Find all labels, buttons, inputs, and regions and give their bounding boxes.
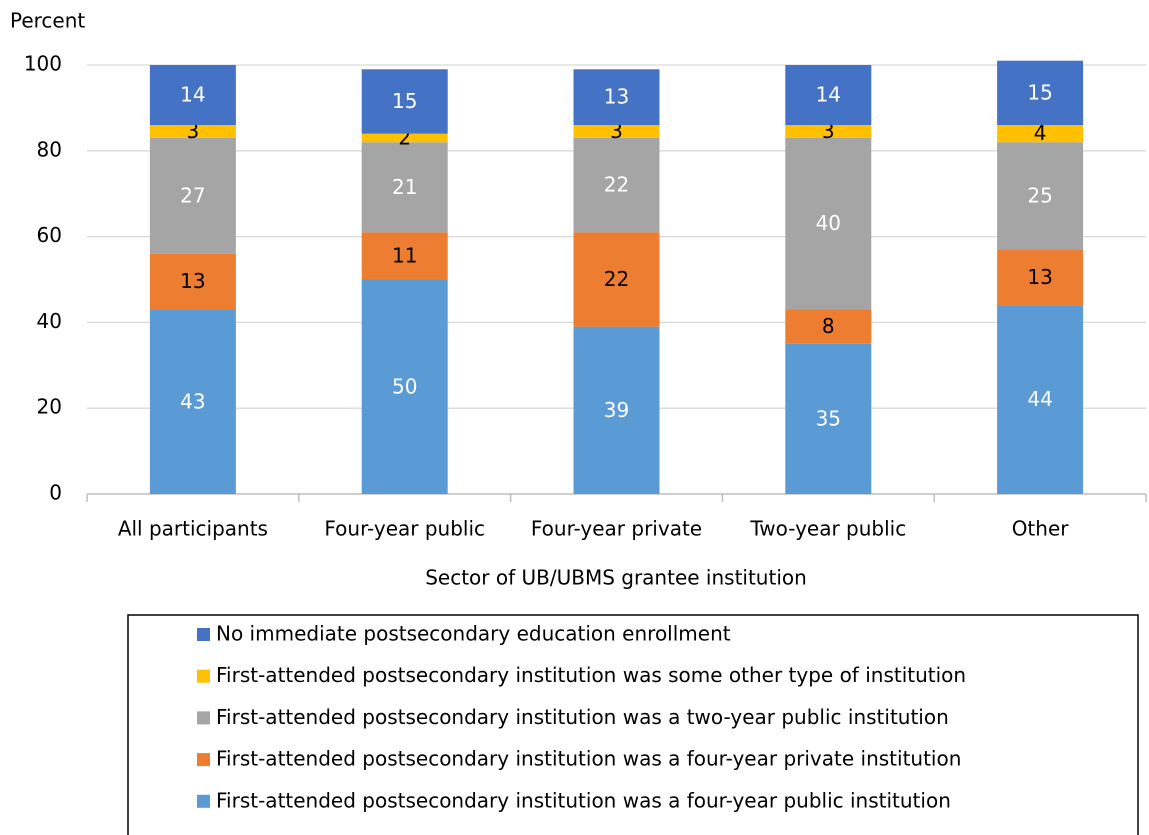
data-label: 15: [392, 89, 417, 113]
bar-segment: [573, 137, 660, 233]
data-label: 11: [392, 243, 417, 267]
legend-label: First-attended postsecondary institution…: [216, 747, 961, 771]
legend-label: No immediate postsecondary education enr…: [216, 622, 731, 646]
bar-segment: [361, 279, 448, 494]
y-tick-label: 80: [37, 137, 62, 161]
bar-segment: [573, 232, 660, 327]
data-label: 13: [1027, 265, 1052, 289]
bar-segment: [997, 142, 1084, 250]
bar-segment: [785, 343, 872, 494]
data-label: 14: [816, 83, 841, 107]
data-label: 8: [822, 314, 835, 338]
bar-segment: [573, 326, 660, 494]
legend-label: First-attended postsecondary institution…: [216, 788, 951, 812]
legend-swatch: [197, 669, 210, 683]
bar-segment: [573, 125, 660, 138]
legend-swatch: [197, 753, 210, 767]
legend-label: First-attended postsecondary institution…: [216, 663, 966, 687]
data-label: 14: [180, 83, 205, 107]
y-tick-label: 20: [37, 395, 62, 419]
bar-segment: [361, 133, 448, 143]
y-tick-label: 0: [49, 481, 62, 505]
bar-segment: [361, 142, 448, 233]
y-axis-title: Percent: [10, 9, 85, 33]
data-label: 13: [180, 269, 205, 293]
data-label: 39: [604, 398, 629, 422]
legend-swatch: [197, 794, 210, 808]
bar-segment: [997, 60, 1084, 126]
data-label: 15: [1027, 80, 1052, 104]
y-tick-label: 100: [24, 52, 62, 76]
bar-segment: [997, 249, 1084, 306]
data-label: 21: [392, 175, 417, 199]
y-tick-label: 40: [37, 309, 62, 333]
data-label: 35: [816, 406, 841, 430]
data-label: 4: [1034, 121, 1047, 145]
data-label: 27: [180, 183, 205, 207]
bar-segment: [573, 69, 660, 126]
data-label: 22: [604, 173, 629, 197]
x-tick-label: Two-year public: [749, 517, 906, 541]
x-tick-label: Other: [1012, 517, 1070, 541]
x-tick-label: All participants: [118, 517, 268, 541]
legend-swatch: [197, 628, 210, 641]
data-label: 44: [1027, 387, 1052, 411]
data-label: 40: [816, 211, 841, 235]
bar-segment: [997, 125, 1084, 143]
bar-segment: [149, 309, 236, 494]
bar-segment: [361, 69, 448, 134]
bar-segment: [997, 305, 1084, 494]
data-label: 22: [604, 267, 629, 291]
bar-segment: [149, 65, 236, 126]
x-tick-label: Four-year public: [324, 517, 485, 541]
legend-swatch: [197, 711, 210, 725]
bar-segment: [149, 253, 236, 310]
bar-segment: [361, 232, 448, 280]
data-label: 25: [1027, 183, 1052, 207]
x-tick-label: Four-year private: [531, 517, 702, 541]
data-label: 43: [180, 389, 205, 413]
legend-label: First-attended postsecondary institution…: [216, 705, 949, 729]
bar-segment: [149, 125, 236, 138]
bar-segment: [149, 137, 236, 254]
x-axis-title: Sector of UB/UBMS grantee institution: [425, 566, 807, 590]
data-label: 50: [392, 374, 417, 398]
legend-box: [127, 614, 1139, 835]
data-label: 13: [604, 85, 629, 109]
bar-segment: [785, 125, 872, 138]
bar-segment: [785, 309, 872, 344]
y-tick-label: 60: [37, 223, 62, 247]
bar-segment: [785, 65, 872, 126]
bar-segment: [785, 137, 872, 310]
